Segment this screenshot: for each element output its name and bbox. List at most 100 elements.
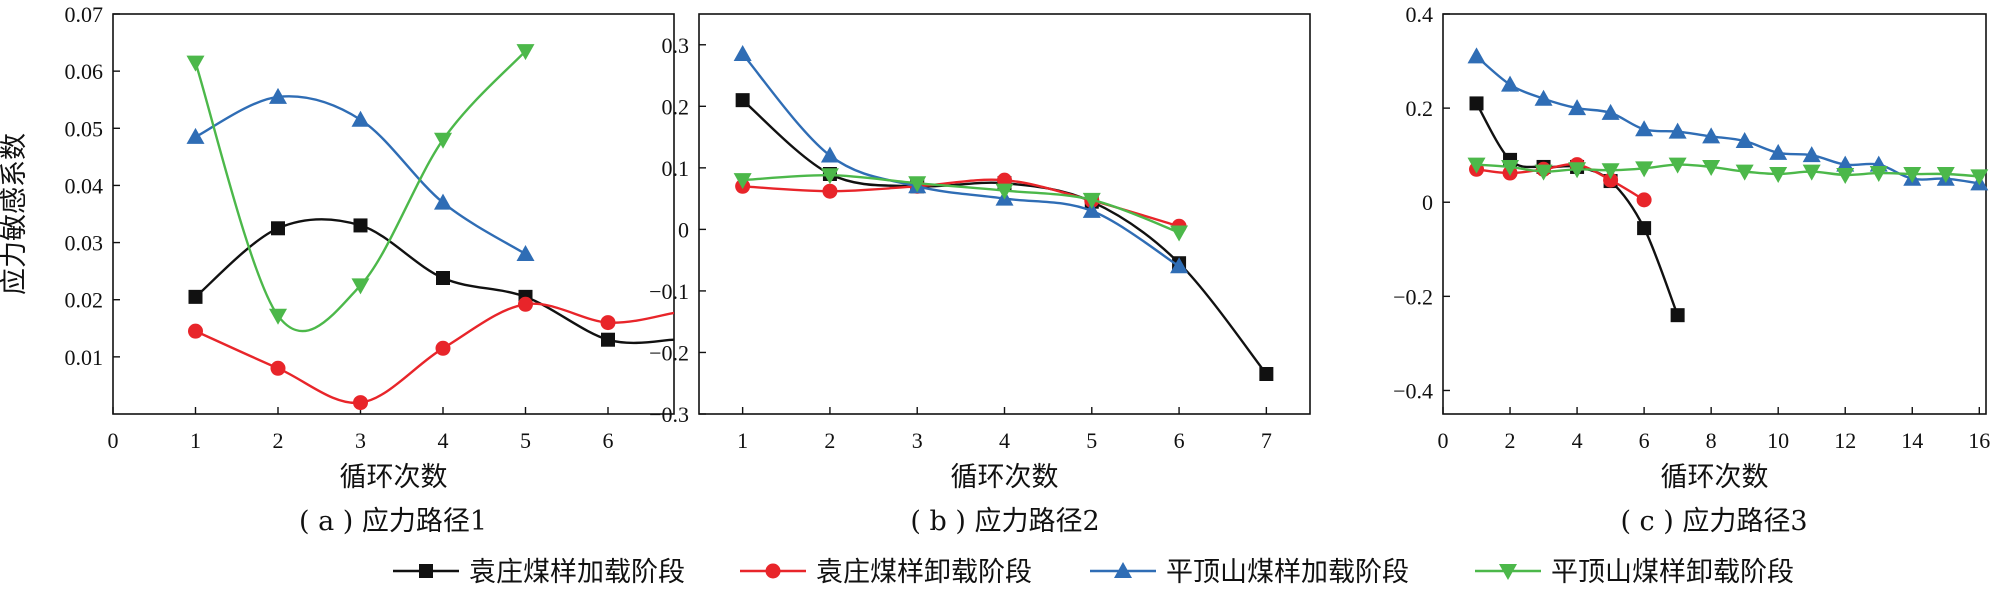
series-4 (1467, 157, 1989, 186)
y-tick-label: 0.06 (65, 59, 104, 84)
data-point (1802, 164, 1821, 181)
data-point (186, 127, 205, 144)
data-point (1735, 132, 1754, 149)
y-tick-label: −0.4 (1393, 378, 1433, 403)
y-tick-label: 0.04 (65, 173, 104, 198)
y-tick-label: −0.3 (649, 402, 689, 427)
x-tick-label: 1 (737, 428, 748, 453)
x-tick-label: 16 (1968, 428, 1990, 453)
x-tick-label: 4 (1572, 428, 1583, 453)
y-tick-label: 0 (1422, 190, 1433, 215)
data-point (516, 44, 535, 61)
x-tick-label: 3 (355, 428, 366, 453)
data-point (1802, 146, 1821, 163)
data-point (1170, 257, 1189, 274)
data-point (1259, 367, 1274, 381)
panel-a: 0 1 2 3 4 5 6 0.01 0.02 0.03 0.04 0.05 0.06 0.07 循环次数 应… (0, 2, 675, 537)
data-point (820, 168, 839, 185)
x-tick-label: 6 (1639, 428, 1650, 453)
data-point (1668, 157, 1687, 174)
series-line (741, 53, 1180, 268)
y-axis-label: 应力敏感系数 (0, 133, 30, 295)
data-point (1601, 163, 1620, 180)
series-line (742, 173, 1180, 234)
data-point (1635, 161, 1654, 178)
data-point (1469, 96, 1484, 111)
data-point (1568, 162, 1587, 179)
y-tick-label: 0.07 (65, 2, 104, 27)
y-tick-label: 0.2 (662, 94, 690, 119)
legend-marker (1114, 562, 1132, 578)
x-tick-label: 2 (824, 428, 835, 453)
data-point (1170, 225, 1189, 242)
y-tick-label: −0.2 (1393, 284, 1433, 309)
y-tick-label: 0 (678, 217, 689, 242)
y-tick-label: −0.1 (649, 279, 689, 304)
data-point (516, 245, 535, 261)
data-point (1637, 221, 1652, 236)
data-point (1467, 47, 1486, 64)
x-tick-label: 5 (1086, 428, 1097, 453)
data-point (601, 332, 615, 347)
x-tick-label: 0 (1438, 428, 1449, 453)
data-point (435, 340, 451, 356)
legend-label: 平顶山煤样卸载阶段 (1551, 557, 1794, 588)
plot-frame (112, 13, 675, 415)
legend-label: 袁庄煤样卸载阶段 (816, 557, 1032, 588)
data-point (351, 278, 370, 295)
legend-item-4: 平顶山煤样卸载阶段 (1475, 557, 1794, 588)
legend-item-2: 袁庄煤样卸载阶段 (740, 557, 1032, 588)
data-point (1635, 120, 1654, 137)
y-tick-label: 0.4 (1406, 2, 1434, 27)
data-point (1702, 127, 1721, 144)
data-point (269, 87, 287, 104)
data-point (1636, 192, 1652, 208)
y-tick-label: 0.01 (65, 345, 104, 370)
x-tick-label: 2 (273, 428, 284, 453)
x-tick-label: 0 (108, 428, 119, 453)
legend-label: 袁庄煤样加载阶段 (469, 557, 685, 588)
data-point (600, 315, 616, 331)
data-point (353, 395, 368, 411)
data-point (434, 193, 452, 210)
x-tick-label: 3 (912, 428, 923, 453)
legend-marker (765, 563, 781, 579)
plot-frame (1442, 13, 1987, 415)
panel-c: 0 2 4 6 8 10 12 14 16 −0.4 −0.2 0 0.2 0.4 循环次数 ( c ) 应力… (1393, 2, 1990, 537)
data-point (1568, 99, 1587, 116)
y-tick-label: 0.02 (65, 288, 104, 313)
x-tick-label: 1 (190, 428, 201, 453)
panel-b: 1 2 3 4 5 6 7 −0.3 −0.2 −0.1 0 0.1 0.2 0.3 循环次数 ( b ) 应… (649, 13, 1311, 537)
data-point (271, 221, 285, 236)
x-tick-label: 12 (1834, 428, 1856, 453)
data-point (1603, 172, 1619, 188)
data-point (1501, 159, 1520, 176)
data-point (1769, 167, 1788, 183)
data-point (1735, 164, 1754, 181)
data-point (908, 176, 927, 193)
panel-caption: ( c ) 应力路径3 (1620, 506, 1807, 537)
data-point (1467, 157, 1486, 174)
y-tick-label: 0.2 (1406, 96, 1434, 121)
legend-item-1: 袁庄煤样加载阶段 (393, 557, 685, 588)
data-point (188, 289, 203, 304)
data-point (353, 218, 368, 233)
x-tick-label: 7 (1261, 428, 1272, 453)
data-point (735, 93, 750, 108)
data-point (1970, 169, 1989, 186)
panel-caption: ( a ) 应力路径1 (299, 506, 487, 537)
legend: 袁庄煤样加载阶段 袁庄煤样卸载阶段 平顶山煤样加载阶段 平顶山煤样卸载阶段 (393, 557, 1794, 588)
series-line (194, 50, 527, 333)
x-tick-label: 6 (1174, 428, 1185, 453)
x-tick-label: 14 (1901, 428, 1923, 453)
data-point (1501, 75, 1520, 92)
panel-caption: ( b ) 应力路径2 (910, 506, 1099, 537)
legend-marker (1499, 564, 1517, 580)
plot-frame (698, 13, 1311, 415)
data-point (1668, 122, 1687, 139)
x-tick-label: 4 (999, 428, 1010, 453)
legend-item-3: 平顶山煤样加载阶段 (1090, 557, 1409, 588)
data-point (269, 308, 287, 325)
data-point (1769, 143, 1788, 160)
